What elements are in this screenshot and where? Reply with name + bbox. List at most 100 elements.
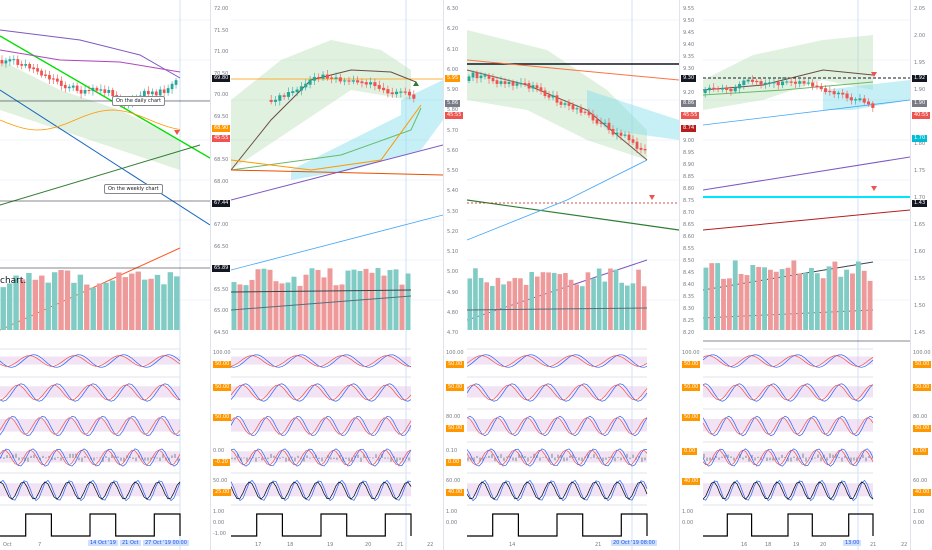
oscillator-tick: 50.00 (213, 384, 232, 391)
oscillator-tick: 100.00 (913, 350, 931, 356)
x-axis-label: 22 (901, 542, 908, 548)
price-tick: 71.50 (214, 27, 229, 34)
price-tick: 68.50 (214, 157, 229, 164)
price-tick: 9.50 (683, 18, 695, 24)
x-axis-label: 20 (365, 542, 372, 548)
candle (83, 90, 87, 94)
price-badge: 65.89 (212, 265, 231, 272)
volume-bar (762, 267, 767, 330)
oscillator-line (0, 355, 181, 367)
candle (36, 68, 39, 72)
histogram-bar (48, 455, 50, 458)
volume-bar (574, 284, 579, 330)
histogram-bar (527, 457, 529, 462)
price-tick: 1.55 (914, 276, 926, 282)
oscillator-tick: 100.00 (446, 350, 464, 356)
annotation-daily-chart[interactable]: On the daily chart (112, 96, 166, 106)
oscillator-tick: 50.00 (913, 361, 932, 368)
histogram-bar (733, 457, 735, 461)
candle (103, 89, 107, 93)
volume-bar (71, 282, 77, 330)
price-tick: 5.60 (447, 147, 459, 154)
histogram-bar (147, 457, 149, 461)
annotation-weekly-chart[interactable]: On the weekly chart (104, 184, 163, 194)
volume-bar (820, 278, 826, 330)
candle (351, 80, 355, 82)
candle (491, 77, 495, 82)
volume-bar (613, 269, 619, 330)
volume-bar (32, 279, 39, 330)
candle (776, 82, 780, 86)
histogram-bar (539, 457, 541, 461)
volume-bar (540, 272, 546, 330)
histogram-bar (605, 457, 607, 460)
x-axis-crosshair-label: 27 Oct '19 00:00 (143, 540, 189, 546)
histogram-bar (617, 456, 619, 458)
price-chart-4[interactable] (703, 0, 910, 550)
oscillator-tick: 0.00 (213, 520, 225, 526)
price-tick: 8.95 (683, 150, 695, 156)
histogram-bar (405, 457, 407, 459)
trendline-blue (0, 89, 210, 226)
ichimoku-cloud (703, 35, 873, 110)
histogram-bar (608, 456, 610, 458)
histogram-bar (18, 457, 20, 461)
price-chart-1[interactable] (0, 0, 210, 550)
histogram-bar (563, 457, 565, 462)
histogram-bar (772, 457, 774, 461)
volume-bar (339, 284, 345, 330)
price-tick: 5.90 (447, 87, 459, 93)
volume-bar (154, 274, 161, 330)
price-tick: 8.30 (683, 306, 695, 312)
trendline-blue (703, 99, 910, 126)
oscillator-band (231, 356, 411, 365)
price-tick: 9.55 (683, 6, 695, 12)
price-scale-2[interactable]: 6.30 6.20 6.10 6.00 5.90 5.80 5.70 5.60 5.50 5.40… (443, 0, 468, 550)
histogram-bar (569, 455, 571, 458)
price-chart-3[interactable] (467, 0, 679, 550)
histogram-bar (282, 456, 284, 458)
volume-bar (243, 285, 249, 330)
volume-bar (495, 277, 501, 330)
candle (559, 101, 563, 105)
volume-bar (333, 285, 339, 330)
histogram-bar (578, 457, 580, 461)
histogram-bar (751, 455, 753, 458)
candle (95, 87, 99, 91)
histogram-bar (174, 453, 176, 458)
oscillator-band (703, 386, 873, 398)
price-tick: 65.00 (214, 308, 229, 315)
histogram-bar (826, 457, 828, 461)
candle (282, 95, 286, 97)
price-scale-1[interactable]: 72.0071.5071.0070.5070.0069.5069.0068.50… (210, 0, 232, 550)
oscillator-tick: -0.20 (213, 459, 230, 466)
histogram-bar (309, 457, 311, 459)
candle (824, 88, 828, 93)
chart-pane-1[interactable]: chart. On the daily chart On the weekly … (0, 0, 210, 550)
candle (551, 95, 555, 98)
candle (806, 82, 810, 84)
price-chart-2[interactable] (231, 0, 443, 550)
chart-pane-3[interactable]: 14 21 20 Oct '19 08:00 (467, 0, 679, 550)
price-tick: 9.30 (683, 66, 695, 72)
candle (599, 122, 603, 124)
x-axis-label: 20 (820, 542, 827, 548)
chart-pane-2[interactable]: 17 18 19 20 21 22 (231, 0, 443, 550)
histogram-bar (817, 454, 819, 458)
price-scale-3[interactable]: 9.559.509.459.409.359.309.259.209.159.10… (679, 0, 704, 550)
volume-bar (393, 269, 399, 330)
histogram-bar (491, 453, 493, 458)
histogram-bar (72, 453, 74, 458)
price-tick: 1.80 (914, 141, 926, 147)
volume-bar (814, 273, 820, 330)
candle (360, 81, 364, 84)
oscillator-band (703, 356, 873, 365)
candle (567, 103, 571, 106)
histogram-bar (533, 453, 535, 458)
volume-bar (51, 272, 58, 330)
price-scale-4[interactable]: 2.052.001.951.901.851.801.751.701.651.60… (910, 0, 932, 550)
chart-pane-4[interactable]: 16 18 19 20 21 22 13:00 (703, 0, 910, 550)
price-tick: 70.50 (214, 70, 229, 77)
price-tick: 8.65 (683, 222, 695, 228)
histogram-bar (703, 453, 705, 458)
